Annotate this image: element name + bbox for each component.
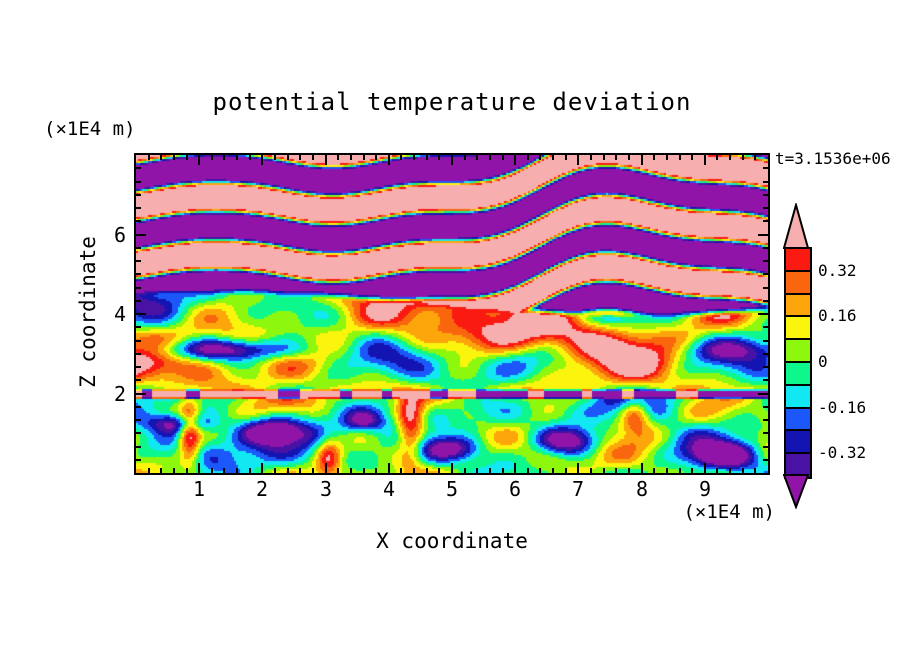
colorbar-cell bbox=[786, 249, 810, 272]
colorbar-tick-label: -0.16 bbox=[818, 398, 867, 417]
colorbar-over-range-arrow-icon bbox=[783, 203, 809, 249]
colorbar-cell bbox=[786, 362, 810, 386]
colorbar-cell bbox=[786, 294, 810, 318]
x-axis-title: X coordinate bbox=[376, 529, 528, 553]
contour-field-canvas bbox=[136, 155, 768, 473]
colorbar-tick-label: 0.16 bbox=[818, 306, 857, 325]
y-axis-tick-labels: 6 4 2 bbox=[92, 155, 126, 473]
y-tick-label: 6 bbox=[113, 223, 126, 247]
figure-title: potential temperature deviation bbox=[212, 88, 692, 116]
y-axis-units-label: (×1E4 m) bbox=[44, 118, 136, 140]
x-tick-label: 2 bbox=[255, 477, 269, 501]
x-tick-label: 3 bbox=[319, 477, 333, 501]
colorbar-tick-label: -0.32 bbox=[818, 443, 867, 462]
y-tick-label: 4 bbox=[113, 302, 126, 326]
colorbar-cells bbox=[784, 247, 812, 479]
x-tick-label: 8 bbox=[635, 477, 649, 501]
x-axis-tick-labels: 1 2 3 4 5 6 7 8 9 bbox=[136, 477, 768, 503]
colorbar-cell bbox=[786, 317, 810, 341]
x-tick-label: 7 bbox=[571, 477, 585, 501]
colorbar: 0.32 0.16 0 -0.16 -0.32 bbox=[783, 203, 903, 513]
colorbar-tick-label: 0 bbox=[818, 352, 828, 371]
x-axis-units-label: (×1E4 m) bbox=[683, 501, 775, 523]
colorbar-cell bbox=[786, 340, 810, 363]
colorbar-cell bbox=[786, 408, 810, 432]
plot-area bbox=[134, 153, 770, 475]
x-tick-label: 1 bbox=[192, 477, 206, 501]
colorbar-cell bbox=[786, 454, 810, 477]
x-tick-label: 4 bbox=[382, 477, 396, 501]
time-annotation: t=3.1536e+06 bbox=[775, 149, 891, 168]
colorbar-tick-label: 0.32 bbox=[818, 261, 857, 280]
colorbar-cell bbox=[786, 385, 810, 409]
colorbar-cell bbox=[786, 431, 810, 455]
y-axis-title: Z coordinate bbox=[76, 236, 100, 388]
colorbar-under-range-arrow-icon bbox=[783, 474, 809, 509]
x-tick-label: 9 bbox=[698, 477, 712, 501]
x-tick-label: 6 bbox=[508, 477, 522, 501]
colorbar-cell bbox=[786, 271, 810, 295]
x-tick-label: 5 bbox=[445, 477, 459, 501]
y-tick-label: 2 bbox=[113, 382, 126, 406]
